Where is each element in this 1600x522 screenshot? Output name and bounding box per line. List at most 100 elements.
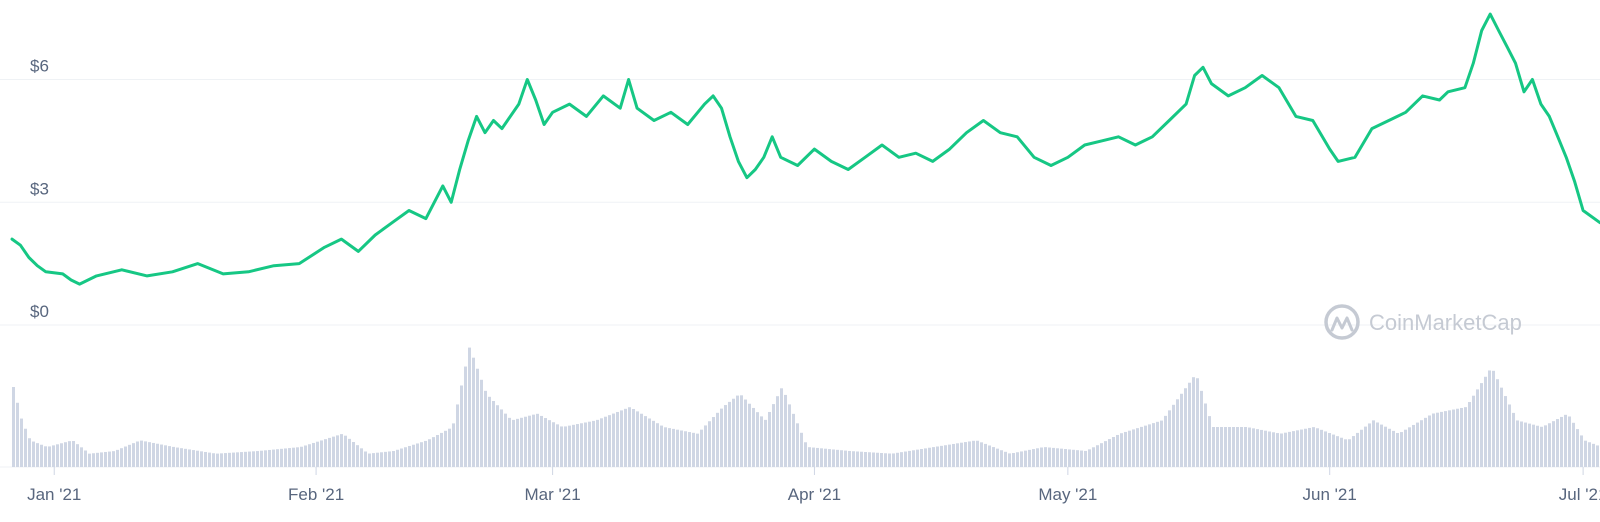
coinmarketcap-logo-icon: [1324, 304, 1360, 340]
volume-bar: [932, 447, 935, 467]
volume-bar: [1432, 413, 1435, 467]
volume-bar: [1500, 387, 1503, 467]
volume-bar: [740, 395, 743, 467]
volume-bar: [588, 421, 591, 467]
volume-bar: [1492, 370, 1495, 467]
volume-bar: [1192, 377, 1195, 467]
volume-bar: [104, 451, 107, 467]
volume-bar: [952, 443, 955, 467]
volume-bar: [336, 435, 339, 467]
volume-bar: [796, 423, 799, 467]
volume-bar: [1540, 426, 1543, 467]
volume-bar: [536, 413, 539, 467]
volume-bar: [592, 420, 595, 467]
volume-bar: [956, 443, 959, 467]
volume-bar: [292, 447, 295, 467]
volume-bar: [1320, 429, 1323, 467]
volume-bar: [1060, 448, 1063, 467]
volume-bar: [424, 440, 427, 467]
volume-bar: [1328, 432, 1331, 467]
volume-bar: [1388, 428, 1391, 467]
volume-bar: [748, 403, 751, 467]
volume-bar: [856, 451, 859, 467]
volume-bar: [1256, 429, 1259, 467]
volume-bar: [1156, 421, 1159, 467]
volume-bar: [84, 450, 87, 467]
volume-bar: [1580, 435, 1583, 467]
volume-bar: [380, 452, 383, 467]
volume-bar: [92, 453, 95, 467]
volume-bar: [1140, 426, 1143, 467]
volume-bar: [1520, 421, 1523, 467]
volume-bar: [820, 448, 823, 467]
volume-bar: [1360, 429, 1363, 467]
volume-bar: [284, 448, 287, 467]
x-tick-label: Jan '21: [27, 485, 81, 504]
volume-bar: [1268, 431, 1271, 467]
volume-bar: [464, 366, 467, 467]
volume-bar: [184, 448, 187, 467]
volume-bar: [448, 428, 451, 467]
volume-bar: [212, 453, 215, 467]
volume-bar: [844, 450, 847, 467]
volume-bar: [676, 429, 679, 467]
volume-bar: [52, 445, 55, 467]
volume-bar: [864, 451, 867, 467]
volume-bar: [692, 432, 695, 467]
volume-bar: [72, 441, 75, 467]
volume-bar: [60, 443, 63, 467]
volume-bar: [872, 452, 875, 467]
volume-bar: [1152, 423, 1155, 467]
volume-bar: [384, 451, 387, 467]
volume-bar: [312, 442, 315, 467]
volume-bar: [1596, 445, 1599, 467]
volume-bar: [712, 417, 715, 467]
volume-bar: [1588, 442, 1591, 467]
volume-bar: [1564, 414, 1567, 467]
volume-bar: [1420, 420, 1423, 467]
volume-bar: [420, 442, 423, 467]
volume-bar: [392, 451, 395, 467]
volume-bar: [1048, 447, 1051, 467]
volume-bar: [948, 444, 951, 467]
volume-bar: [476, 368, 479, 467]
volume-bar: [708, 421, 711, 467]
volume-bar: [596, 419, 599, 467]
volume-bar: [720, 408, 723, 467]
volume-bar: [412, 444, 415, 467]
volume-bar: [188, 449, 191, 467]
volume-bar: [520, 417, 523, 467]
volume-bar: [700, 429, 703, 467]
volume-bar: [116, 449, 119, 467]
volume-bar: [1176, 399, 1179, 467]
volume-bar: [1000, 450, 1003, 467]
volume-bar: [704, 425, 707, 467]
volume-bar: [1280, 433, 1283, 467]
volume-bar: [832, 449, 835, 467]
volume-bar: [608, 415, 611, 467]
volume-bar: [1504, 396, 1507, 467]
volume-bar: [280, 448, 283, 467]
x-axis-ticks: Jan '21 Feb '21 Mar '21 Apr '21 May '21 Jun '…: [27, 467, 1600, 504]
volume-bar: [632, 409, 635, 467]
volume-bar: [372, 453, 375, 467]
volume-bar: [756, 412, 759, 467]
volume-bar: [1412, 424, 1415, 467]
volume-bar: [544, 418, 547, 467]
volume-bar: [1236, 427, 1239, 467]
volume-bar: [44, 446, 47, 467]
volume-bar: [1276, 433, 1279, 467]
volume-bar: [1120, 433, 1123, 467]
volume-bar: [196, 450, 199, 467]
volume-bar: [1448, 410, 1451, 467]
volume-bar: [1576, 429, 1579, 467]
volume-bar: [120, 448, 123, 467]
volume-bar: [812, 447, 815, 467]
volume-bar: [460, 385, 463, 467]
volume-bar: [456, 404, 459, 467]
volume-bar: [1452, 409, 1455, 467]
volume-bar: [1584, 440, 1587, 467]
volume-bar: [76, 444, 79, 467]
volume-bar: [416, 443, 419, 467]
